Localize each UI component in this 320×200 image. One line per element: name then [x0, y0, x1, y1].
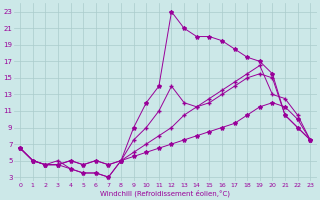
X-axis label: Windchill (Refroidissement éolien,°C): Windchill (Refroidissement éolien,°C) — [100, 189, 230, 197]
